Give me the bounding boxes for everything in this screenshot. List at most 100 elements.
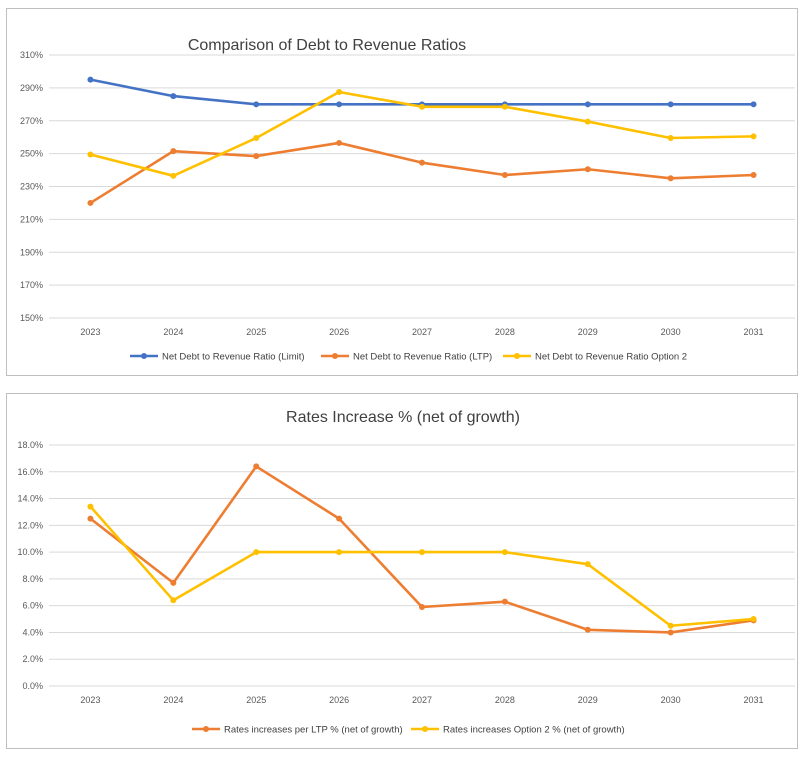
data-point [170,597,177,604]
x-tick-label: 2029 [578,695,598,705]
data-point [419,103,425,110]
x-tick-label: 2024 [163,327,183,337]
data-point [253,549,260,556]
data-point [419,159,425,166]
x-tick-label: 2027 [412,327,432,337]
data-point [336,515,343,522]
y-tick-label: 18.0% [17,440,43,450]
series-line [90,78,754,106]
legend-entry: Rates increases per LTP % (net of growth… [192,725,403,736]
y-tick-label: 290% [20,83,43,93]
data-point [501,103,508,110]
legend-entry: Net Debt to Revenue Ratio (LTP) [321,352,492,363]
y-tick-label: 12.0% [17,520,43,530]
x-tick-label: 2030 [661,327,681,337]
legend-marker [203,726,209,732]
y-tick-label: 150% [20,313,43,323]
x-tick-label: 2023 [80,327,100,337]
y-tick-label: 6.0% [22,601,43,611]
data-point [750,171,757,178]
data-point [87,199,94,206]
legend-marker [422,726,428,732]
data-point [501,598,508,605]
data-point [336,549,343,556]
data-point [750,101,757,108]
y-tick-label: 310% [20,50,43,60]
legend-marker [332,353,338,359]
y-tick-label: 190% [20,247,43,257]
x-tick-label: 2029 [578,327,598,337]
x-tick-label: 2031 [744,327,764,337]
data-point [667,101,674,108]
legend-marker [514,353,520,359]
legend-entry: Rates increases Option 2 % (net of growt… [411,725,625,736]
data-point [667,629,674,636]
y-tick-label: 14.0% [17,494,43,504]
data-point [750,616,757,623]
y-tick-label: 16.0% [17,467,43,477]
x-tick-label: 2031 [744,695,764,705]
data-point [750,133,757,140]
series-1 [87,76,757,108]
series-3 [87,88,757,179]
legend-marker [141,353,147,359]
series-2 [87,139,757,206]
data-point [501,549,508,556]
x-tick-label: 2025 [246,695,266,705]
legend-entry: Net Debt to Revenue Ratio (Limit) [130,352,305,363]
y-tick-label: 4.0% [22,627,43,637]
legend-entry: Net Debt to Revenue Ratio Option 2 [503,352,687,363]
data-point [501,171,508,178]
data-point [253,463,260,470]
data-point [87,151,94,158]
y-tick-label: 270% [20,116,43,126]
data-point [584,626,591,633]
rates-increase-chart-panel: Rates Increase % (net of growth) 18.0% 16.… [6,393,798,749]
y-tick-label: 0.0% [22,681,43,691]
series-2 [87,503,757,629]
data-point [253,101,260,108]
legend-label: Rates increases Option 2 % (net of growt… [443,725,625,736]
y-tick-label: 10.0% [17,547,43,557]
data-point [87,503,94,510]
data-point [419,549,425,556]
data-point [170,93,177,100]
debt-ratio-chart-panel: Comparison of Debt to Revenue Ratios 310%… [6,8,798,376]
data-point [87,76,94,83]
y-tick-label: 210% [20,214,43,224]
data-point [253,153,260,160]
series-line [89,141,754,205]
data-point [667,622,674,629]
debt-ratio-chart: Comparison of Debt to Revenue Ratios 310%… [20,37,795,363]
x-tick-label: 2027 [412,695,432,705]
data-point [419,604,425,611]
legend-label: Net Debt to Revenue Ratio Option 2 [535,352,687,363]
legend-label: Rates increases per LTP % (net of growth… [224,725,403,736]
x-tick-label: 2028 [495,327,515,337]
data-point [584,561,591,568]
data-point [667,175,674,182]
x-tick-label: 2030 [661,695,681,705]
data-point [170,172,177,179]
data-point [170,148,177,155]
chart-title: Rates Increase % (net of growth) [286,409,520,426]
x-tick-label: 2026 [329,327,349,337]
x-tick-label: 2023 [80,695,100,705]
data-point [253,135,260,142]
x-tick-label: 2026 [329,695,349,705]
x-tick-label: 2024 [163,695,183,705]
data-point [87,515,94,522]
data-point [336,139,343,146]
y-tick-label: 230% [20,182,43,192]
data-point [336,101,343,108]
data-point [584,118,591,125]
rates-increase-chart: Rates Increase % (net of growth) 18.0% 16.… [17,409,795,736]
chart-title: Comparison of Debt to Revenue Ratios [188,37,466,54]
data-point [584,166,591,173]
data-point [336,88,343,95]
legend-label: Net Debt to Revenue Ratio (LTP) [353,352,492,363]
y-tick-label: 250% [20,149,43,159]
y-tick-label: 2.0% [22,654,43,664]
legend-label: Net Debt to Revenue Ratio (Limit) [162,352,305,363]
data-point [170,579,177,586]
